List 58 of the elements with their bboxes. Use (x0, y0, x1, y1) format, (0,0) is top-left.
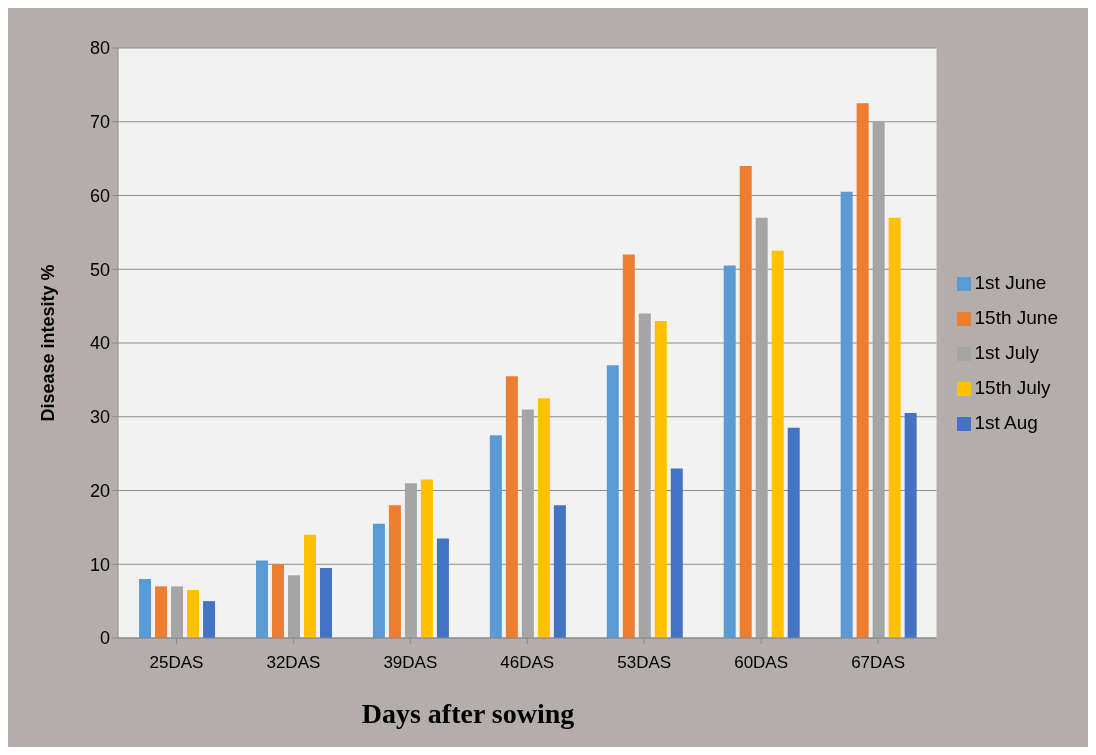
bar (654, 320, 667, 638)
bar (372, 523, 385, 638)
bar (388, 505, 401, 638)
bar (521, 409, 534, 638)
bar (723, 265, 736, 638)
legend-label: 15th June (974, 306, 1058, 328)
bar (638, 313, 651, 638)
bar (505, 376, 518, 638)
x-tick-label: 32DAS (266, 653, 321, 673)
bar (404, 483, 417, 638)
bar (155, 586, 168, 638)
x-tick-label: 39DAS (383, 653, 438, 673)
bar (537, 398, 550, 638)
bar (872, 121, 885, 638)
y-tick-label: 10 (89, 554, 110, 575)
x-tick-label: 53DAS (617, 653, 672, 673)
y-tick-label: 80 (89, 38, 110, 59)
x-tick-label: 67DAS (851, 653, 905, 673)
y-tick-label: 60 (89, 185, 110, 206)
x-tick-label: 46DAS (500, 653, 555, 673)
y-tick-label: 50 (89, 259, 110, 280)
y-axis-title: Disease intesity % (38, 264, 59, 422)
bar (856, 103, 869, 638)
bar (840, 191, 853, 638)
bar (771, 250, 784, 638)
bar (187, 590, 200, 638)
bar (755, 217, 768, 638)
y-tick-label: 0 (99, 628, 110, 649)
bar (420, 479, 433, 638)
bar (171, 586, 184, 638)
legend-label: 1st July (974, 341, 1039, 363)
bar (739, 166, 752, 638)
bar (787, 427, 800, 638)
x-tick-label: 60DAS (734, 653, 789, 673)
bar (255, 560, 268, 638)
bar (271, 564, 284, 638)
y-tick-label: 20 (89, 480, 110, 501)
bar (139, 579, 152, 638)
y-tick-label: 30 (89, 407, 110, 428)
x-tick-label: 25DAS (149, 653, 204, 673)
bar (303, 534, 316, 638)
bar (904, 413, 917, 638)
y-tick-label: 70 (89, 112, 110, 133)
bar (622, 254, 635, 638)
legend-label: 1st June (974, 271, 1047, 293)
bar (489, 435, 502, 638)
bar (553, 505, 566, 638)
legend-label: 1st Aug (974, 411, 1038, 433)
legend-label: 15th July (974, 376, 1051, 398)
bar (319, 567, 332, 638)
bar (436, 538, 449, 638)
bar (606, 365, 619, 638)
bar (670, 468, 683, 638)
bar (203, 601, 216, 638)
x-axis-title: Days after sowing (360, 698, 576, 730)
bar (888, 217, 901, 638)
bar (287, 575, 300, 638)
y-tick-label: 40 (89, 333, 110, 354)
